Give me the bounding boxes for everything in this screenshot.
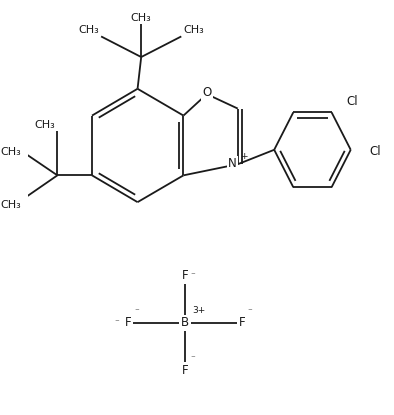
Text: F: F: [182, 269, 188, 282]
Text: ⁻: ⁻: [135, 308, 139, 317]
Text: CH₃: CH₃: [131, 13, 152, 23]
Text: CH₃: CH₃: [0, 200, 21, 210]
Text: CH₃: CH₃: [78, 25, 99, 35]
Text: ⁻: ⁻: [248, 308, 253, 317]
Text: ⁻: ⁻: [190, 271, 195, 281]
Text: CH₃: CH₃: [0, 147, 21, 157]
Text: CH₃: CH₃: [35, 120, 56, 130]
Text: Cl: Cl: [369, 145, 381, 159]
Text: F: F: [125, 316, 131, 330]
Text: ⁻: ⁻: [190, 354, 195, 363]
Text: +: +: [241, 152, 248, 161]
Text: CH₃: CH₃: [183, 25, 204, 35]
Text: Cl: Cl: [346, 95, 358, 108]
Text: O: O: [202, 86, 212, 100]
Text: ⁻: ⁻: [114, 318, 119, 327]
Text: B: B: [181, 316, 189, 330]
Text: N: N: [228, 157, 237, 170]
Text: F: F: [182, 364, 188, 377]
Text: 3+: 3+: [192, 306, 205, 315]
Text: F: F: [239, 316, 245, 330]
